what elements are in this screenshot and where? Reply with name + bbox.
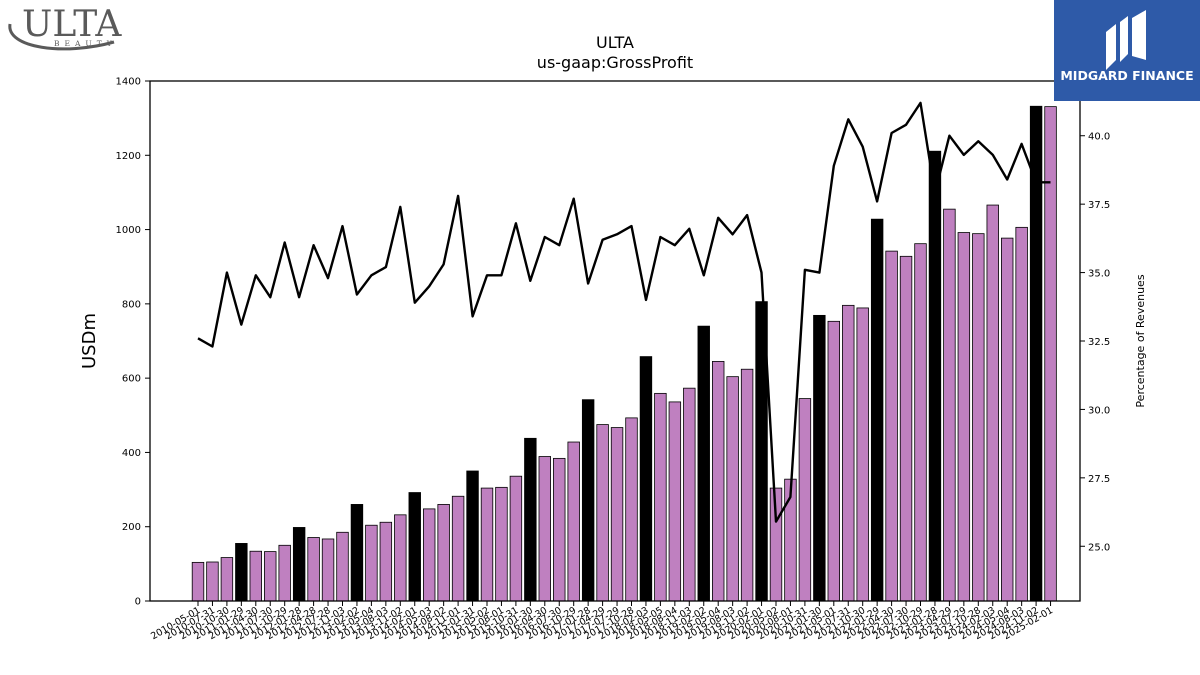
y-tick-label: 1400 (116, 77, 141, 88)
bar-2011-07-30 (264, 551, 277, 602)
bar-2021-07-31 (842, 304, 855, 602)
bar-2010-07-31 (206, 561, 219, 602)
y-axis-label: USDm (79, 313, 100, 369)
bar-2022-04-30 (885, 250, 898, 602)
bar-2018-02-03 (639, 356, 653, 602)
bar-2013-02-02 (350, 504, 364, 602)
y-tick-label: 800 (122, 299, 141, 310)
bar-2017-04-29 (596, 424, 609, 602)
y2-tick-label: 27.5 (1088, 474, 1110, 485)
logo-mark (1106, 10, 1146, 70)
logo-brand-text: MIDGARD FINANCE (1060, 68, 1193, 83)
bar-2019-02-02 (697, 325, 710, 602)
bar-2023-01-28 (928, 150, 942, 602)
bar-2021-01-30 (813, 314, 826, 602)
bar-2023-10-28 (972, 233, 985, 602)
bar-2025-02-01 (1044, 106, 1057, 602)
ulta-beauty-logo: ULTA BEAUTY (8, 4, 122, 51)
bar-2013-05-04 (365, 524, 378, 602)
chart-title: ULTA (596, 33, 634, 52)
bar-2016-01-30 (524, 437, 537, 602)
bar-2018-08-04 (668, 401, 682, 602)
bar-2012-01-28 (292, 527, 306, 602)
bar-2016-10-29 (567, 441, 580, 602)
x-axis: 2010-05-012010-07-312010-10-302011-01-29… (149, 601, 1055, 642)
bar-2011-01-29 (235, 543, 248, 602)
bar-2012-11-03 (336, 531, 349, 602)
y-tick-label: 0 (135, 597, 141, 608)
bar-2016-07-30 (553, 457, 566, 602)
y2-axis-label: Percentage of Revenues (1134, 274, 1147, 407)
logo-sub-text: BEAUTY (54, 39, 117, 48)
y2-tick-label: 30.0 (1088, 405, 1110, 416)
y-axis-right: 25.0 27.5 30.0 32.5 35.0 37.5 40.0 (1080, 132, 1110, 553)
bar-2019-08-03 (726, 376, 739, 602)
y-tick-label: 1200 (116, 151, 141, 162)
y2-tick-label: 32.5 (1088, 337, 1110, 348)
logo-swoosh (8, 23, 115, 51)
bar-2017-10-28 (625, 417, 638, 602)
line-layer (197, 101, 1051, 523)
bar-2018-05-05 (654, 392, 667, 602)
logo-brand-text: ULTA (22, 4, 122, 45)
y-tick-label: 1000 (116, 225, 141, 236)
y-tick-label: 600 (122, 374, 141, 385)
bar-2021-10-30 (856, 307, 869, 602)
bar-2022-01-29 (870, 218, 884, 602)
bar-2024-08-03 (1015, 226, 1028, 602)
bar-2014-02-01 (408, 492, 421, 602)
bar-2015-08-01 (495, 486, 508, 602)
percentage-line (197, 101, 1051, 523)
bar-2016-04-30 (538, 456, 552, 602)
bars-group (191, 105, 1057, 602)
bar-2019-05-04 (712, 361, 725, 602)
bar-2018-11-03 (683, 387, 696, 602)
y2-tick-label: 25.0 (1088, 542, 1110, 553)
bar-2022-07-30 (899, 255, 913, 602)
bar-2010-05-01 (191, 561, 205, 602)
y-tick-label: 200 (122, 522, 141, 533)
bar-2015-10-31 (509, 475, 523, 602)
bar-2024-05-04 (1001, 237, 1014, 602)
midgard-finance-logo: MIDGARD FINANCE (1054, 0, 1200, 101)
bar-2014-11-01 (451, 495, 465, 602)
bar-2017-01-28 (581, 399, 595, 602)
bar-2012-07-28 (321, 538, 335, 602)
bar-2014-08-02 (437, 504, 450, 602)
bar-2015-01-31 (466, 470, 479, 602)
bar-2017-07-29 (610, 427, 624, 602)
bar-2022-10-29 (914, 243, 927, 602)
bar-2013-11-02 (394, 514, 407, 602)
bar-2014-05-03 (422, 508, 436, 602)
bar-2011-04-30 (249, 550, 263, 602)
bar-2019-11-02 (740, 368, 754, 602)
bar-2024-02-03 (986, 204, 999, 602)
y2-tick-label: 40.0 (1088, 132, 1110, 143)
bar-2012-04-28 (307, 537, 320, 602)
bar-2020-10-31 (798, 398, 812, 602)
y2-tick-label: 35.0 (1088, 269, 1110, 280)
y2-tick-label: 37.5 (1088, 200, 1110, 211)
chart-subtitle: us-gaap:GrossProfit (537, 53, 693, 72)
bar-2021-05-01 (827, 320, 841, 602)
bar-2015-05-02 (480, 487, 494, 602)
bar-2010-10-30 (220, 557, 234, 602)
y-axis-left: 0 200 400 600 800 1000 1200 1400 (116, 77, 150, 608)
y-tick-label: 400 (122, 448, 141, 459)
bar-2013-08-03 (379, 521, 393, 602)
bar-2023-04-29 (943, 208, 956, 602)
bar-2023-07-29 (957, 232, 971, 602)
bar-2011-10-29 (278, 544, 291, 602)
